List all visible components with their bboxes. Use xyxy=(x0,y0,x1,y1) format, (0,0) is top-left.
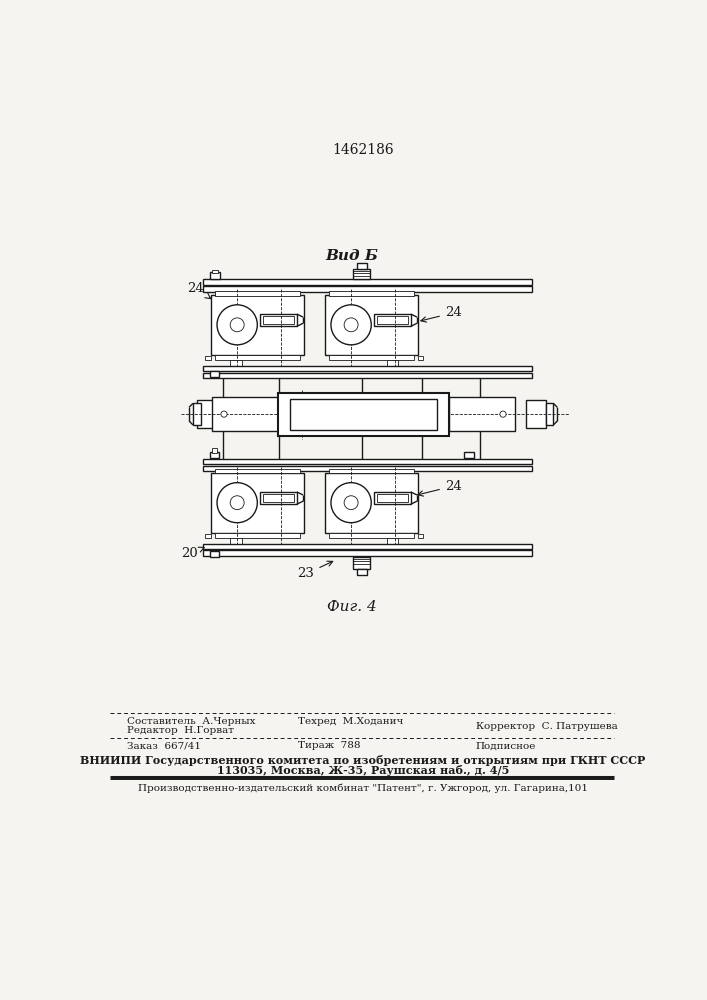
Bar xyxy=(279,393,449,436)
Text: 24: 24 xyxy=(187,282,211,299)
Text: Составитель  А.Черных: Составитель А.Черных xyxy=(127,717,256,726)
Bar xyxy=(211,295,304,355)
Bar xyxy=(210,551,219,557)
Bar xyxy=(526,400,546,428)
Bar xyxy=(210,371,219,377)
Bar xyxy=(203,466,532,471)
Text: Техред  М.Ходанич: Техред М.Ходанич xyxy=(298,717,403,726)
Bar xyxy=(203,550,532,556)
Bar xyxy=(325,295,418,355)
Circle shape xyxy=(230,496,244,510)
Text: Подписное: Подписное xyxy=(476,741,536,750)
Bar xyxy=(197,400,216,428)
Text: 23: 23 xyxy=(298,561,333,580)
Bar xyxy=(215,469,300,473)
Bar xyxy=(329,533,414,538)
Bar xyxy=(387,360,398,366)
Bar xyxy=(377,316,408,324)
Bar xyxy=(206,356,211,360)
Bar xyxy=(212,448,217,453)
Text: Корректор  С. Патрушева: Корректор С. Патрушева xyxy=(476,722,618,731)
Bar xyxy=(356,569,368,575)
Bar xyxy=(210,452,219,458)
Bar xyxy=(356,263,368,269)
Circle shape xyxy=(221,411,227,417)
Bar xyxy=(329,355,414,360)
Circle shape xyxy=(217,483,257,523)
Bar xyxy=(329,291,414,296)
Text: 1462186: 1462186 xyxy=(332,143,394,157)
Bar xyxy=(449,397,515,431)
Bar xyxy=(263,494,293,502)
Circle shape xyxy=(217,305,257,345)
Bar xyxy=(464,452,474,458)
Bar xyxy=(418,356,423,360)
Text: Вид Б: Вид Б xyxy=(325,249,378,263)
Bar xyxy=(212,397,279,431)
Text: Заказ  667/41: Заказ 667/41 xyxy=(127,741,201,750)
Bar xyxy=(203,373,532,378)
Bar xyxy=(373,492,411,504)
Bar xyxy=(203,459,532,464)
Bar xyxy=(418,534,423,538)
Bar xyxy=(203,366,532,371)
Bar xyxy=(259,492,297,504)
Bar xyxy=(215,533,300,538)
Circle shape xyxy=(500,411,506,417)
Circle shape xyxy=(344,496,358,510)
Circle shape xyxy=(331,483,371,523)
Circle shape xyxy=(230,318,244,332)
Bar xyxy=(373,314,411,326)
Bar xyxy=(203,279,532,285)
Bar xyxy=(193,403,201,425)
Bar xyxy=(387,538,398,544)
Circle shape xyxy=(344,318,358,332)
Text: Фиг. 4: Фиг. 4 xyxy=(327,600,377,614)
Bar xyxy=(325,473,418,533)
Text: Редактор  Н.Горват: Редактор Н.Горват xyxy=(127,726,234,735)
Bar xyxy=(206,534,211,538)
Text: Тираж  788: Тираж 788 xyxy=(298,741,360,750)
Text: Производственно-издательский комбинат "Патент", г. Ужгород, ул. Гагарина,101: Производственно-издательский комбинат "П… xyxy=(138,784,588,793)
Bar xyxy=(210,272,220,279)
Bar xyxy=(215,355,300,360)
Bar xyxy=(230,360,242,366)
Bar xyxy=(377,494,408,502)
Text: ВНИИПИ Государственного комитета по изобретениям и открытиям при ГКНТ СССР: ВНИИПИ Государственного комитета по изоб… xyxy=(80,755,645,766)
Bar xyxy=(329,469,414,473)
Text: 20: 20 xyxy=(182,547,204,560)
Bar xyxy=(546,403,554,425)
Bar xyxy=(354,557,370,569)
Bar xyxy=(230,538,242,544)
Bar xyxy=(259,314,297,326)
Bar xyxy=(203,286,532,292)
Text: 113035, Москва, Ж-35, Раушская наб., д. 4/5: 113035, Москва, Ж-35, Раушская наб., д. … xyxy=(216,765,509,776)
Text: 24: 24 xyxy=(418,480,462,496)
Bar xyxy=(211,473,304,533)
Bar xyxy=(290,399,437,430)
Bar xyxy=(215,291,300,296)
Bar xyxy=(203,544,532,549)
Circle shape xyxy=(331,305,371,345)
Bar xyxy=(354,269,370,279)
Text: 24: 24 xyxy=(421,306,462,322)
Bar xyxy=(212,270,218,273)
Bar xyxy=(263,316,293,324)
